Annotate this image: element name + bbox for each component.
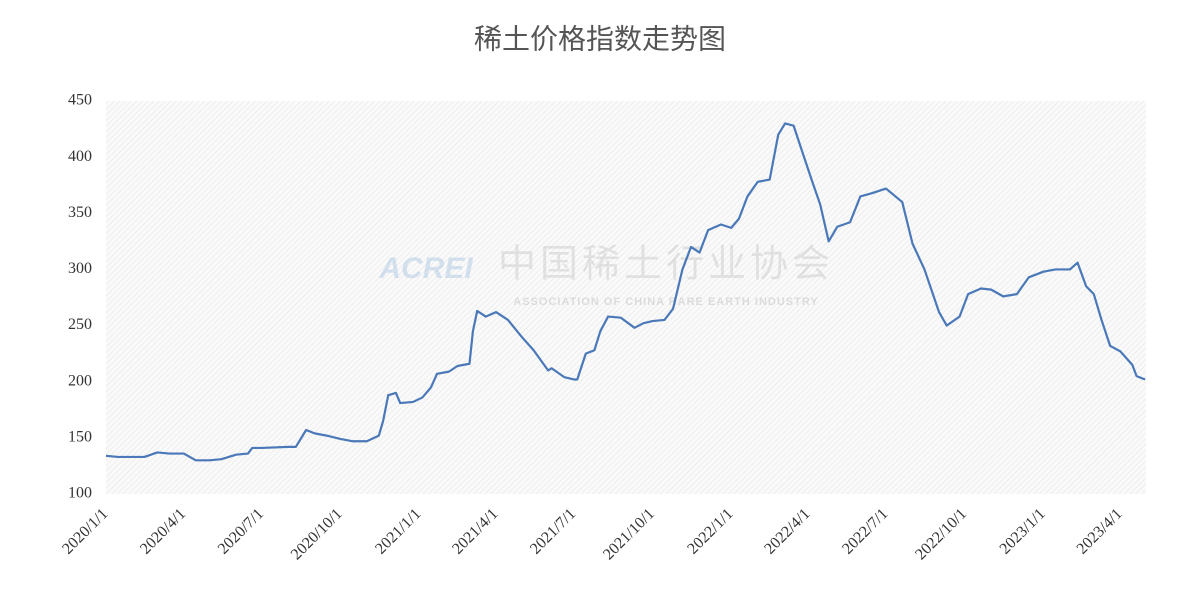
- x-tick-label: 2020/4/1: [137, 505, 189, 557]
- x-tick-label: 2022/1/1: [684, 505, 736, 557]
- x-tick-label: 2022/4/1: [761, 505, 813, 557]
- line-series: [105, 122, 1146, 462]
- x-tick-label: 2023/1/1: [997, 505, 1049, 557]
- x-tick-label: 2022/7/1: [839, 505, 891, 557]
- y-tick-label: 200: [68, 372, 92, 389]
- x-tick-label: 2023/4/1: [1074, 505, 1126, 557]
- y-tick-label: 100: [68, 485, 92, 502]
- x-tick-label: 2021/10/1: [600, 505, 658, 563]
- chart-title: 稀土价格指数走势图: [474, 23, 726, 55]
- y-tick-label: 150: [68, 429, 92, 446]
- y-tick-label: 250: [68, 316, 92, 333]
- x-tick-label: 2020/10/1: [288, 505, 346, 563]
- watermark: ACREI 中国稀土行业协会 ASSOCIATION OF CHINA RARE…: [378, 244, 834, 308]
- y-tick-label: 350: [68, 204, 92, 221]
- watermark-english: ASSOCIATION OF CHINA RARE EARTH INDUSTRY: [513, 296, 818, 308]
- plot-area: [106, 101, 1146, 494]
- watermark-logo: ACREI: [378, 252, 473, 285]
- y-tick-label: 400: [68, 148, 92, 165]
- watermark-name: 中国稀土行业协会: [498, 244, 834, 286]
- x-tick-label: 2022/10/1: [912, 505, 970, 563]
- y-tick-label: 450: [68, 92, 92, 109]
- x-tick-label: 2021/1/1: [372, 505, 424, 557]
- x-tick-label: 2021/4/1: [449, 505, 501, 557]
- x-tick-label: 2020/7/1: [215, 505, 267, 557]
- x-tick-label: 2020/1/1: [59, 505, 111, 557]
- y-tick-label: 300: [68, 260, 92, 277]
- x-tick-label: 2021/7/1: [527, 505, 579, 557]
